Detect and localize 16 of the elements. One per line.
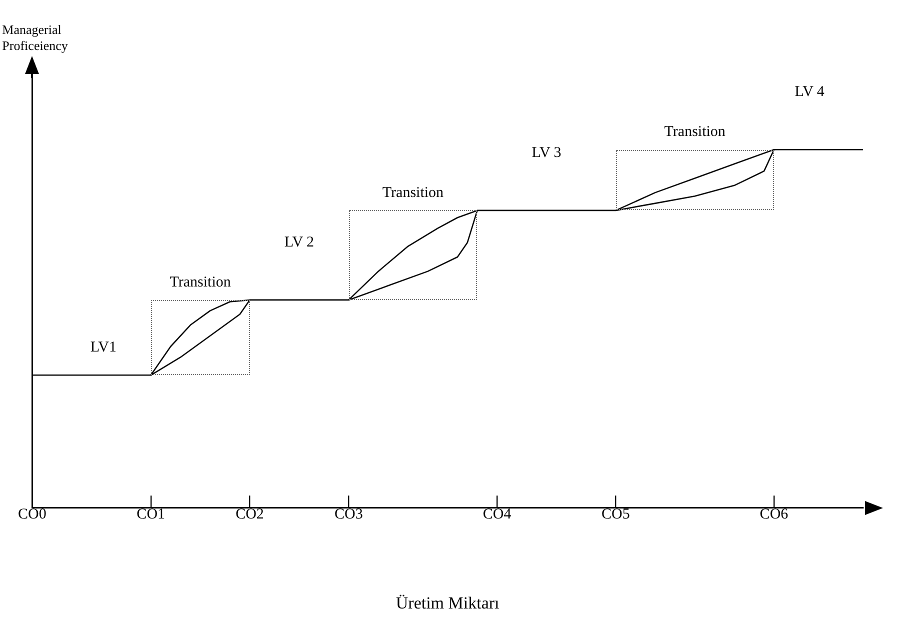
annotation: Transition	[382, 184, 444, 201]
annotation: LV1	[90, 340, 116, 356]
x-axis-title: Üretim Miktarı	[396, 593, 500, 612]
x-tick-label: CO2	[236, 506, 264, 523]
text: LV 4	[794, 84, 825, 100]
x-tick-label: CO1	[136, 506, 166, 523]
x-tick-label: CO3	[334, 506, 363, 523]
x-tick-label: CO5	[602, 506, 630, 523]
annotation: Transition	[170, 274, 232, 290]
text: Managerial Proficeiency	[2, 22, 69, 54]
x-tick-label: CO4	[482, 506, 512, 523]
annotation: LV 3	[532, 144, 562, 161]
x-tick-label: CO6	[760, 506, 789, 523]
x-tick-label: CO0	[18, 506, 46, 523]
text: Transition	[664, 124, 726, 140]
annotation: LV 2	[284, 234, 314, 250]
